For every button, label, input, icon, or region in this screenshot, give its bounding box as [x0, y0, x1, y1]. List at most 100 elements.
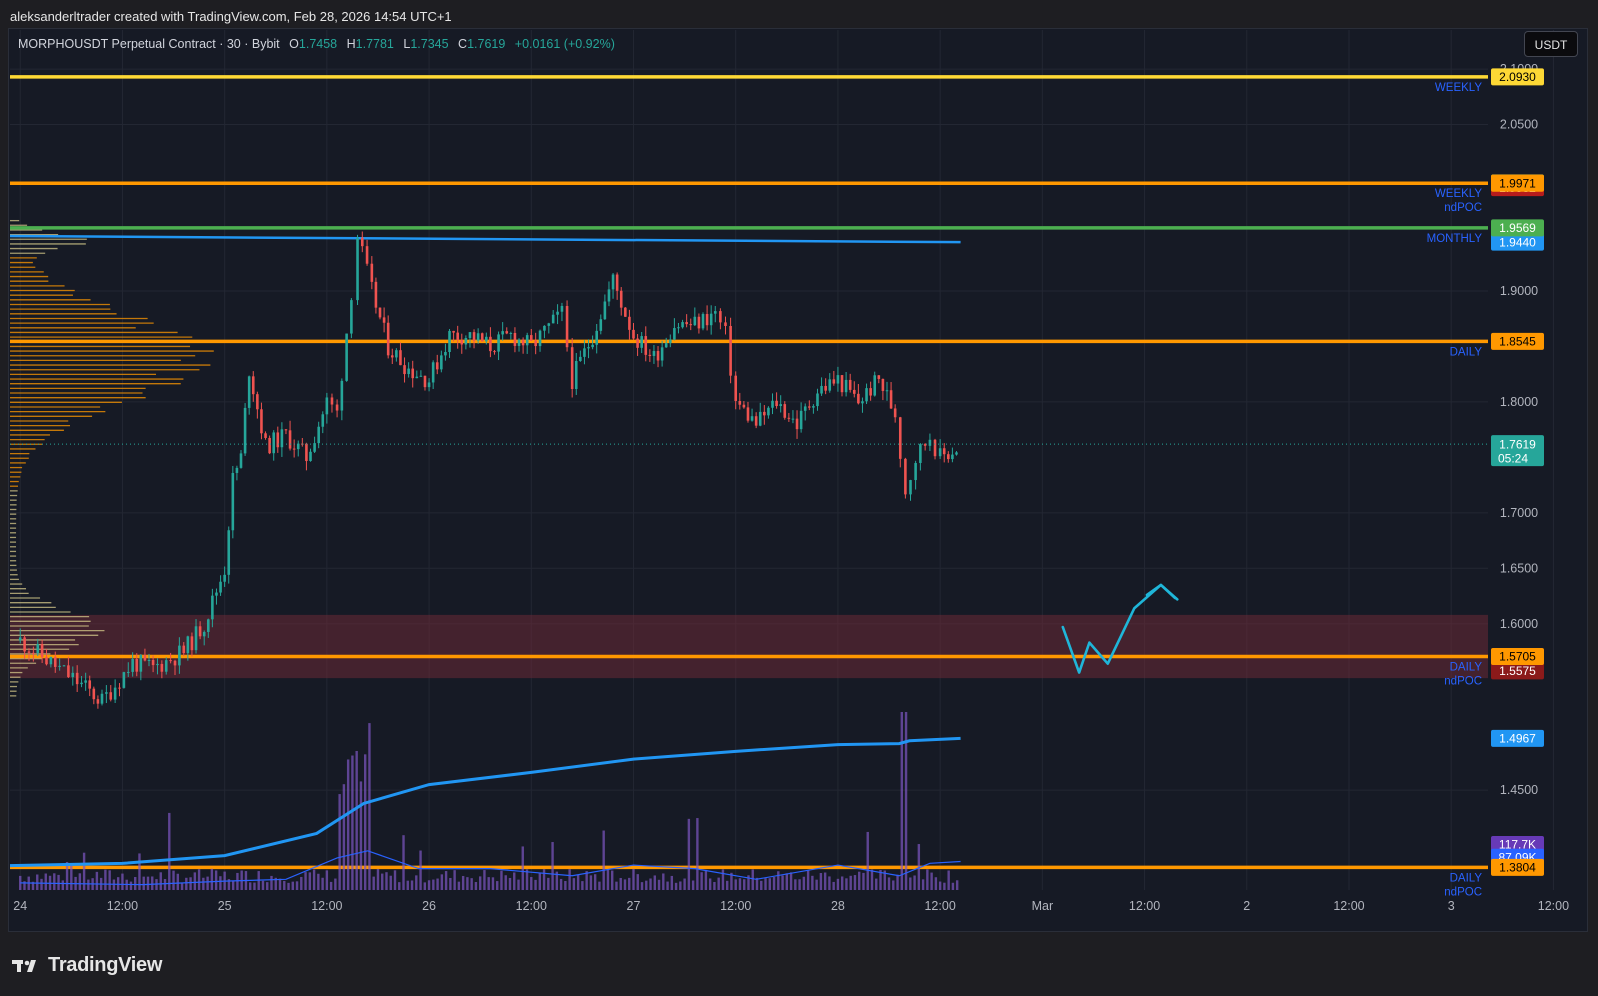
candle-body	[419, 375, 423, 377]
candle-body	[771, 400, 774, 408]
candle-body	[574, 361, 578, 390]
candle-body	[186, 636, 190, 654]
candle-body	[489, 336, 492, 352]
volume-bar	[274, 877, 277, 890]
volume-bar	[645, 880, 648, 890]
volume-bar	[470, 878, 473, 890]
candle-body	[45, 657, 48, 665]
volume-bar	[321, 877, 324, 890]
volume-bar	[900, 712, 904, 890]
volume-bar	[696, 818, 699, 890]
volume-bar	[266, 882, 269, 890]
candle-body	[816, 393, 819, 407]
candle-body	[713, 311, 717, 314]
volume-bar	[121, 873, 124, 890]
y-tick-label: 1.7000	[1500, 506, 1538, 520]
tradingview-logo[interactable]: TradingView	[12, 954, 162, 977]
symbol-name[interactable]: MORPHOUSDT Perpetual Contract · 30 · Byb…	[18, 37, 280, 51]
volume-bar	[687, 818, 691, 890]
daily-upper-label: DAILY	[1450, 346, 1483, 358]
volume-bar	[270, 875, 273, 890]
candle-body	[632, 329, 635, 339]
candle-body	[440, 355, 443, 370]
current-price-badge	[1491, 435, 1544, 467]
volume-bar	[815, 879, 818, 890]
volume-bar	[453, 870, 456, 890]
volume-bar	[555, 871, 559, 890]
volume-bar	[572, 878, 576, 890]
candle-body	[126, 671, 130, 673]
volume-bar	[351, 755, 354, 890]
candle-body	[525, 335, 529, 346]
volume-bar	[683, 878, 686, 890]
volume-bar	[419, 850, 422, 890]
volume-bar	[138, 853, 141, 890]
candle-body	[194, 626, 198, 651]
candle-body	[832, 379, 836, 384]
candle-body	[701, 314, 705, 329]
change-value: +0.0161 (+0.92%)	[514, 37, 615, 51]
candle-body	[779, 404, 782, 407]
volume-bar	[436, 878, 439, 890]
volume-bar	[840, 876, 844, 890]
volume-bar	[78, 873, 82, 890]
volume-bar	[440, 874, 444, 890]
volume-bar	[909, 877, 912, 890]
volume-bar	[176, 873, 179, 890]
volume-ma-line	[20, 850, 961, 886]
volume-bar	[704, 869, 708, 890]
symbol-legend: MORPHOUSDT Perpetual Contract · 30 · Byb…	[18, 37, 615, 51]
volume-bar	[87, 879, 90, 890]
volume-bar	[887, 877, 891, 890]
candle-body	[211, 595, 214, 620]
candle-body	[160, 663, 164, 672]
volume-bar	[151, 876, 154, 890]
volume-bar	[858, 871, 861, 890]
volume-bar	[764, 878, 767, 890]
currency-button[interactable]: USDT	[1524, 31, 1578, 57]
candle-body	[529, 335, 533, 341]
volume-bar	[457, 881, 461, 890]
candle-body	[360, 237, 364, 247]
candle-body	[656, 351, 660, 361]
candle-body	[517, 339, 521, 346]
candle-body	[493, 351, 496, 353]
x-tick-label: 12:00	[516, 899, 547, 913]
volume-bar	[355, 750, 358, 890]
volume-bar	[189, 877, 192, 890]
volume-bar	[210, 868, 214, 890]
candle-body	[660, 347, 664, 361]
candle-body	[595, 330, 599, 345]
weekly-badge	[1491, 68, 1544, 86]
candle-body	[775, 400, 778, 407]
volume-bar	[312, 869, 316, 890]
volume-bar	[636, 874, 639, 890]
candle-body	[340, 380, 344, 411]
candle-body	[923, 444, 927, 446]
candle-body	[534, 340, 537, 347]
candle-body	[88, 680, 92, 689]
volume-bar	[892, 880, 895, 890]
candle-body	[231, 472, 235, 531]
volume-bar	[619, 877, 622, 890]
chart-pane[interactable]	[8, 28, 1588, 932]
volume-bar	[287, 882, 290, 890]
volume-bar	[368, 723, 371, 890]
volume-bar	[542, 869, 546, 890]
candle-body	[202, 631, 206, 637]
volume-bar	[444, 871, 448, 890]
candle-body	[40, 644, 44, 658]
candle-body	[264, 433, 267, 438]
volume-bar	[862, 872, 865, 890]
weekly-badge-text: 2.0930	[1499, 70, 1536, 84]
candle-body	[223, 574, 226, 582]
volume-bar	[295, 881, 299, 890]
volume-bar	[691, 880, 695, 890]
candle-body	[321, 414, 325, 427]
candle-body	[636, 338, 639, 348]
volume-bar	[338, 794, 341, 890]
y-tick-label: 1.6500	[1500, 561, 1538, 575]
volume-bar	[725, 880, 729, 890]
volume-bar	[317, 873, 320, 890]
